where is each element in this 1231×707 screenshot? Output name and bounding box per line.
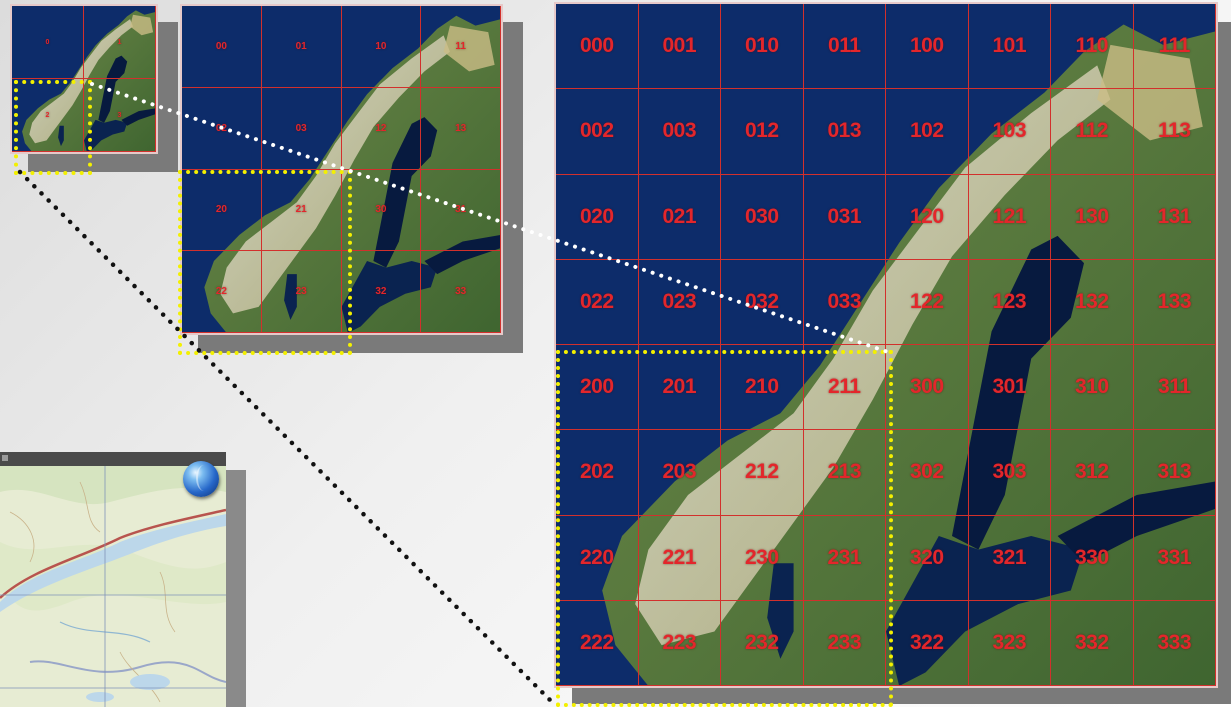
tile-cell[interactable]: 231 (803, 515, 886, 601)
tile-cell[interactable]: 110 (1051, 4, 1134, 90)
tile-cell[interactable]: 313 (1133, 430, 1216, 516)
tile-grid-level3: 000 001 010 011 100 101 110 111 002 003 012 013 102 1… (556, 4, 1216, 686)
tile-cell[interactable]: 0 (12, 6, 84, 79)
tile-cell[interactable]: 12 (341, 87, 422, 170)
tile-cell[interactable]: 203 (638, 430, 721, 516)
tile-cell[interactable]: 300 (886, 345, 969, 431)
topo-map-image (0, 466, 226, 707)
tile-cell[interactable]: 333 (1133, 600, 1216, 686)
tile-cell[interactable]: 111 (1133, 4, 1216, 90)
connector-white (90, 82, 890, 354)
tile-cell[interactable]: 321 (968, 515, 1051, 601)
tile-cell[interactable]: 331 (1133, 515, 1216, 601)
tile-cell[interactable]: 302 (886, 430, 969, 516)
topo-map-shadow (226, 470, 246, 707)
tile-cell[interactable]: 311 (1133, 345, 1216, 431)
tile-cell[interactable]: 013 (803, 89, 886, 175)
tile-cell[interactable]: 021 (638, 174, 721, 260)
tile-cell[interactable]: 11 (421, 6, 501, 88)
tile-cell[interactable]: 022 (556, 259, 639, 345)
tile-cell[interactable]: 200 (556, 345, 639, 431)
tile-cell[interactable]: 002 (556, 89, 639, 175)
tile-cell[interactable]: 213 (803, 430, 886, 516)
topo-toolbar (0, 452, 226, 466)
tile-cell[interactable]: 301 (968, 345, 1051, 431)
tile-cell[interactable]: 113 (1133, 89, 1216, 175)
tile-cell[interactable]: 202 (556, 430, 639, 516)
tile-cell[interactable]: 30 (341, 169, 422, 252)
tile-cell[interactable]: 232 (721, 600, 804, 686)
tile-cell[interactable]: 233 (803, 600, 886, 686)
tile-cell[interactable]: 122 (886, 259, 969, 345)
tile-cell[interactable]: 003 (638, 89, 721, 175)
tile-cell[interactable]: 212 (721, 430, 804, 516)
tile-panel-level3: 000 001 010 011 100 101 110 111 002 003 012 013 102 1… (554, 2, 1218, 688)
tile-cell[interactable]: 211 (803, 345, 886, 431)
tile-cell[interactable]: 312 (1051, 430, 1134, 516)
tile-cell[interactable]: 222 (556, 600, 639, 686)
tile-cell[interactable]: 323 (968, 600, 1051, 686)
tile-cell[interactable]: 320 (886, 515, 969, 601)
tile-cell[interactable]: 2 (12, 79, 84, 152)
tile-cell[interactable]: 230 (721, 515, 804, 601)
tile-grid-level1: 0 1 2 3 (12, 6, 156, 152)
tile-cell[interactable]: 201 (638, 345, 721, 431)
tile-cell[interactable]: 020 (556, 174, 639, 260)
tile-cell[interactable]: 13 (421, 87, 501, 170)
tile-cell[interactable]: 112 (1051, 89, 1134, 175)
tile-cell[interactable]: 33 (421, 251, 501, 333)
tile-cell[interactable]: 220 (556, 515, 639, 601)
tile-cell[interactable]: 21 (261, 169, 342, 252)
tile-cell[interactable]: 210 (721, 345, 804, 431)
tile-cell[interactable]: 010 (721, 4, 804, 90)
tile-cell[interactable]: 100 (886, 4, 969, 90)
tile-cell[interactable]: 121 (968, 174, 1051, 260)
topo-map (0, 452, 226, 707)
tile-cell[interactable]: 10 (341, 6, 422, 88)
tile-cell[interactable]: 120 (886, 174, 969, 260)
tile-cell[interactable]: 012 (721, 89, 804, 175)
tile-cell[interactable]: 101 (968, 4, 1051, 90)
tile-cell[interactable]: 001 (638, 4, 721, 90)
tile-cell[interactable]: 03 (261, 87, 342, 170)
tile-grid-level2: 00 01 10 11 02 03 12 13 20 21 30 31 22 2… (182, 6, 501, 333)
tile-cell[interactable]: 00 (182, 6, 262, 88)
tile-cell[interactable]: 32 (341, 251, 422, 333)
tile-cell[interactable]: 011 (803, 4, 886, 90)
tile-panel-level1: 0 1 2 3 (10, 4, 158, 154)
tile-cell[interactable]: 032 (721, 259, 804, 345)
tile-cell[interactable]: 000 (556, 4, 639, 90)
tile-cell[interactable]: 3 (84, 79, 156, 152)
tile-cell[interactable]: 033 (803, 259, 886, 345)
tile-cell[interactable]: 132 (1051, 259, 1134, 345)
tile-cell[interactable]: 330 (1051, 515, 1134, 601)
tile-cell[interactable]: 023 (638, 259, 721, 345)
tile-cell[interactable]: 01 (261, 6, 342, 88)
tile-cell[interactable]: 102 (886, 89, 969, 175)
tile-cell[interactable]: 322 (886, 600, 969, 686)
tile-cell[interactable]: 030 (721, 174, 804, 260)
tile-cell[interactable]: 303 (968, 430, 1051, 516)
tile-cell[interactable]: 23 (261, 251, 342, 333)
tile-cell[interactable]: 133 (1133, 259, 1216, 345)
tile-cell[interactable]: 221 (638, 515, 721, 601)
tile-cell[interactable]: 131 (1133, 174, 1216, 260)
globe-icon[interactable] (183, 461, 219, 497)
tile-cell[interactable]: 130 (1051, 174, 1134, 260)
tile-cell[interactable]: 123 (968, 259, 1051, 345)
tile-cell[interactable]: 103 (968, 89, 1051, 175)
tile-cell[interactable]: 20 (182, 169, 262, 252)
tile-cell[interactable]: 310 (1051, 345, 1134, 431)
tile-cell[interactable]: 332 (1051, 600, 1134, 686)
tile-cell[interactable]: 031 (803, 174, 886, 260)
connector-black (17, 169, 553, 703)
tile-cell[interactable]: 31 (421, 169, 501, 252)
tile-cell[interactable]: 1 (84, 6, 156, 79)
toolbar-button[interactable] (2, 455, 8, 461)
tile-cell[interactable]: 22 (182, 251, 262, 333)
tile-cell[interactable]: 223 (638, 600, 721, 686)
